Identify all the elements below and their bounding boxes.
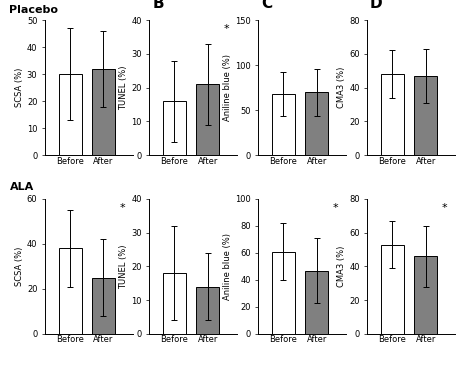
Text: *: * xyxy=(333,203,338,213)
Text: D: D xyxy=(370,0,383,11)
Text: Placebo: Placebo xyxy=(9,5,58,15)
Text: B: B xyxy=(152,0,164,11)
Text: *: * xyxy=(224,24,229,34)
Bar xyxy=(163,101,186,155)
Bar xyxy=(305,270,328,334)
Bar xyxy=(59,249,82,334)
Bar xyxy=(414,76,438,155)
Bar xyxy=(414,256,438,334)
Bar xyxy=(92,69,115,155)
Bar xyxy=(272,94,295,155)
Bar xyxy=(92,278,115,334)
Y-axis label: SCSA (%): SCSA (%) xyxy=(15,68,24,107)
Y-axis label: CMA3 (%): CMA3 (%) xyxy=(337,246,346,287)
Y-axis label: TUNEL (%): TUNEL (%) xyxy=(119,65,128,110)
Y-axis label: Aniline blue (%): Aniline blue (%) xyxy=(223,233,232,300)
Bar xyxy=(305,92,328,155)
Bar xyxy=(381,74,404,155)
Y-axis label: CMA3 (%): CMA3 (%) xyxy=(337,67,346,108)
Bar xyxy=(196,287,219,334)
Text: *: * xyxy=(442,203,447,213)
Y-axis label: SCSA (%): SCSA (%) xyxy=(15,247,24,286)
Text: ALA: ALA xyxy=(9,182,34,192)
Text: *: * xyxy=(119,203,125,213)
Y-axis label: Aniline blue (%): Aniline blue (%) xyxy=(223,54,232,121)
Bar xyxy=(272,251,295,334)
Bar xyxy=(196,84,219,155)
Bar xyxy=(163,273,186,334)
Text: C: C xyxy=(262,0,273,11)
Y-axis label: TUNEL (%): TUNEL (%) xyxy=(119,244,128,289)
Bar xyxy=(59,74,82,155)
Bar xyxy=(381,245,404,334)
